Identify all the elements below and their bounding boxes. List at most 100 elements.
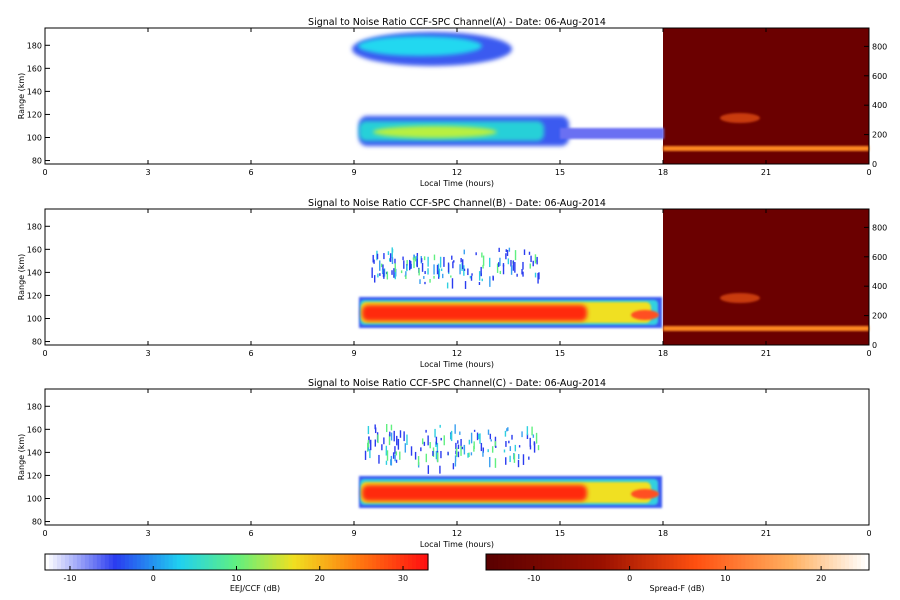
x-tick-label: 0 bbox=[866, 168, 871, 177]
echo-streak bbox=[455, 447, 458, 457]
colorbar-cell bbox=[609, 554, 615, 570]
echo-streak bbox=[521, 269, 523, 275]
echo-streak bbox=[514, 262, 516, 273]
x-tick-label: 0 bbox=[42, 349, 47, 358]
echo-streak bbox=[533, 442, 536, 453]
colorbar-cell bbox=[529, 554, 535, 570]
x-tick-label: 3 bbox=[145, 168, 150, 177]
colorbar-tick-label: -10 bbox=[527, 574, 540, 583]
colorbar-cell bbox=[92, 554, 98, 570]
echo-streak bbox=[374, 427, 377, 434]
y-tick-label: 80 bbox=[32, 518, 42, 527]
colorbar-cell bbox=[689, 554, 695, 570]
colorbar-tick-label: 0 bbox=[627, 574, 632, 583]
panel-a-spread-f-bottom-layer bbox=[663, 146, 869, 151]
colorbar-cell bbox=[316, 554, 321, 570]
colorbar-cell bbox=[292, 554, 297, 570]
colorbar-cell bbox=[637, 554, 643, 570]
right-tick-label: 600 bbox=[872, 253, 887, 262]
colorbar-cell bbox=[372, 554, 377, 570]
echo-streak bbox=[413, 254, 415, 260]
colorbar-cell bbox=[865, 554, 870, 570]
right-tick-label: 400 bbox=[872, 101, 887, 110]
colorbar-cell bbox=[809, 554, 814, 570]
colorbar-cell bbox=[601, 554, 607, 570]
echo-streak bbox=[502, 263, 505, 267]
colorbar-cell bbox=[525, 554, 531, 570]
echo-streak bbox=[482, 255, 485, 266]
panel-a-snr-map bbox=[352, 32, 664, 146]
echo-streak bbox=[378, 454, 380, 464]
echo-streak bbox=[405, 275, 407, 280]
panel-b-spread-f-background bbox=[663, 209, 869, 345]
echo-streak bbox=[388, 434, 391, 446]
echo-streak bbox=[482, 447, 484, 453]
x-tick-label: 18 bbox=[658, 168, 668, 177]
echo-streak bbox=[534, 254, 537, 264]
colorbar-cell bbox=[745, 554, 750, 570]
echo-streak bbox=[454, 424, 456, 434]
echo-streak bbox=[440, 268, 443, 272]
colorbar-cell bbox=[280, 554, 285, 570]
colorbar-cell bbox=[248, 554, 254, 570]
echo-streak bbox=[495, 445, 497, 448]
echo-streak bbox=[394, 272, 396, 280]
colorbar-cell bbox=[132, 554, 138, 570]
echo-streak bbox=[489, 433, 492, 440]
echo-streak bbox=[487, 449, 489, 453]
echo-streak bbox=[374, 424, 376, 430]
echo-streak bbox=[447, 262, 450, 273]
echo-streak bbox=[506, 428, 508, 432]
colorbar-cell bbox=[849, 554, 854, 570]
echo-streak bbox=[415, 256, 417, 262]
echo-streak bbox=[534, 272, 537, 278]
echo-streak bbox=[391, 270, 393, 275]
echo-streak bbox=[460, 258, 462, 263]
colorbar-cell bbox=[781, 554, 786, 570]
colorbar-cell bbox=[597, 554, 603, 570]
echo-streak bbox=[468, 439, 471, 445]
echo-streak bbox=[425, 453, 428, 463]
echo-streak bbox=[393, 430, 395, 442]
echo-streak bbox=[429, 442, 431, 449]
echo-streak bbox=[537, 445, 540, 451]
right-tick-label: 800 bbox=[872, 42, 887, 51]
echo-streak bbox=[440, 450, 442, 459]
echo-streak bbox=[450, 433, 452, 439]
echo-streak bbox=[455, 442, 457, 450]
echo-streak bbox=[410, 260, 412, 269]
x-tick-label: 3 bbox=[145, 529, 150, 538]
echo-streak bbox=[452, 463, 455, 470]
y-tick-label: 100 bbox=[27, 494, 42, 503]
panel-c: Signal to Noise Ratio CCF-SPC Channel(C)… bbox=[17, 378, 872, 549]
colorbar-cell bbox=[252, 554, 258, 570]
colorbar-cell bbox=[693, 554, 699, 570]
echo-streak bbox=[467, 268, 469, 276]
colorbar-cell bbox=[701, 554, 707, 570]
echo-streak bbox=[453, 260, 455, 263]
colorbar-cell bbox=[96, 554, 102, 570]
echo-streak bbox=[379, 273, 381, 276]
colorbar-cell bbox=[192, 554, 198, 570]
echo-streak bbox=[496, 263, 499, 273]
colorbar-cell bbox=[729, 554, 734, 570]
echo-streak bbox=[480, 266, 482, 276]
echo-streak bbox=[385, 445, 388, 456]
echo-streak bbox=[528, 251, 531, 255]
panel-c-layer-tail-core bbox=[631, 489, 659, 499]
echo-streak bbox=[450, 430, 453, 442]
echo-streak bbox=[529, 437, 531, 447]
colorbar-cell bbox=[829, 554, 834, 570]
colorbar-cell bbox=[557, 554, 563, 570]
colorbar-cell bbox=[853, 554, 858, 570]
colorbar-cell bbox=[360, 554, 365, 570]
colorbar-cell bbox=[340, 554, 345, 570]
colorbar-cell bbox=[617, 554, 623, 570]
colorbar-tick-label: 20 bbox=[816, 574, 826, 583]
echo-streak bbox=[423, 256, 426, 261]
echo-streak bbox=[530, 255, 532, 263]
echo-streak bbox=[460, 445, 462, 456]
x-tick-label: 21 bbox=[761, 168, 771, 177]
echo-streak bbox=[518, 445, 521, 448]
echo-streak bbox=[416, 258, 418, 268]
